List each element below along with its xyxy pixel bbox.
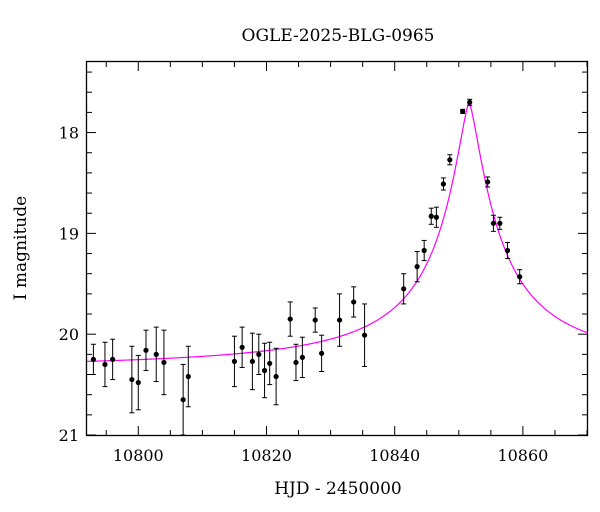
data-point xyxy=(293,359,299,366)
x-tick-label: 10860 xyxy=(497,446,548,465)
data-point xyxy=(249,358,255,365)
x-tick-label: 10840 xyxy=(369,446,420,465)
data-point xyxy=(312,317,318,323)
y-tick-label: 20 xyxy=(59,325,79,344)
data-point xyxy=(256,351,262,357)
data-point xyxy=(319,350,325,356)
data-point xyxy=(414,264,420,270)
data-point xyxy=(361,332,368,338)
data-point xyxy=(460,108,466,114)
data-point xyxy=(185,373,191,380)
data-point xyxy=(428,213,434,219)
axis-ticks xyxy=(87,62,588,436)
model-curve-group xyxy=(86,100,588,362)
data-point xyxy=(153,351,159,357)
data-points-group xyxy=(90,98,523,436)
axis-tick-labels: 10800 10820 10840 10860 18 19 20 21 xyxy=(59,124,549,465)
data-point xyxy=(135,379,141,386)
y-axis-label: I magnitude xyxy=(11,196,31,300)
data-point xyxy=(517,274,523,280)
x-tick-label: 10820 xyxy=(241,446,292,465)
chart-title: OGLE-2025-BLG-0965 xyxy=(242,26,435,46)
data-point xyxy=(299,354,305,360)
data-point xyxy=(110,356,116,362)
x-tick-label: 10800 xyxy=(113,446,164,465)
data-point xyxy=(143,347,149,353)
plot-frame xyxy=(85,60,589,437)
data-point xyxy=(231,358,238,365)
data-point xyxy=(490,220,497,226)
data-point xyxy=(504,247,511,254)
data-point xyxy=(261,367,268,374)
data-point xyxy=(485,179,491,185)
x-axis-label: HJD - 2450000 xyxy=(274,479,402,499)
data-point xyxy=(129,376,135,383)
data-point xyxy=(447,157,453,163)
data-point xyxy=(351,299,357,305)
data-point xyxy=(161,359,167,366)
data-point xyxy=(336,317,343,323)
y-tick-label: 18 xyxy=(59,124,79,143)
data-point xyxy=(267,360,273,367)
data-point xyxy=(287,316,293,322)
data-point xyxy=(239,344,245,350)
data-point xyxy=(421,247,427,254)
data-point xyxy=(440,181,447,187)
data-point xyxy=(90,356,97,362)
data-point xyxy=(401,286,407,292)
model-curve xyxy=(86,100,588,362)
data-point xyxy=(433,214,439,220)
data-point xyxy=(497,220,503,226)
data-point xyxy=(180,397,186,403)
y-tick-label: 19 xyxy=(59,224,79,243)
y-tick-label: 21 xyxy=(59,426,79,445)
data-point xyxy=(273,373,279,380)
data-point xyxy=(467,99,473,105)
data-point xyxy=(102,361,108,368)
